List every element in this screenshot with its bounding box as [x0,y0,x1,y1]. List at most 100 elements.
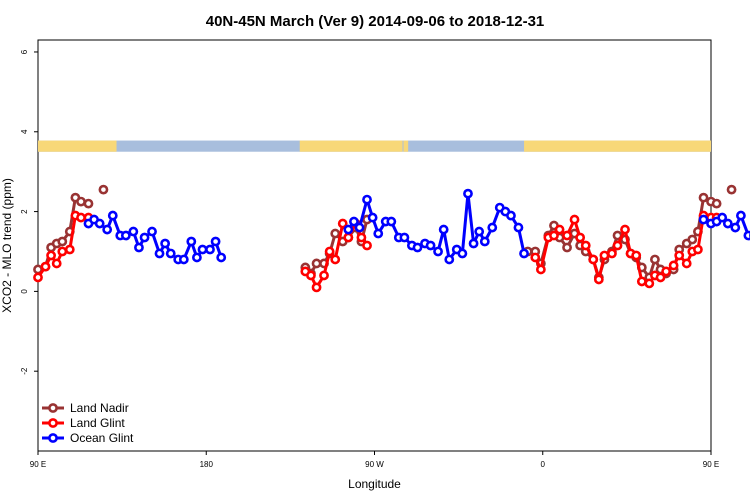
data-point [330,254,341,265]
data-point [83,198,94,209]
land-segment [38,140,117,152]
series-land-nadir [33,184,737,283]
data-point [311,258,322,269]
land-segment [299,140,403,152]
data-point [726,184,737,195]
data-point [562,242,572,253]
data-point [474,226,485,237]
data-point [51,258,62,269]
data-point [425,240,436,251]
data-point [216,252,227,263]
data-point [674,250,685,261]
data-point [165,248,176,259]
data-point [668,260,679,271]
data-point [412,242,423,253]
data-point [519,248,529,259]
data-point [593,274,604,285]
data-point [139,232,150,243]
data-point [722,218,733,229]
series-line [37,196,89,271]
data-point [457,248,468,259]
y-axis-label: XCO2 - MLO trend (ppm) [0,178,14,313]
data-point [64,244,75,255]
data-point [717,212,728,223]
y-tick-label: 6 [20,49,29,54]
data-point [343,224,354,235]
x-tick-label: 180 [200,460,214,469]
y-tick-label: 2 [20,209,29,214]
data-point [57,246,68,257]
legend-item: Ocean Glint [42,431,134,445]
data-point [107,210,118,221]
data-point [736,210,746,221]
land-segment [524,140,711,152]
data-point [186,236,197,247]
data-point [386,216,397,227]
data-point [362,194,372,205]
series-ocean-glint [83,188,750,265]
data-point [575,232,586,243]
legend-label: Land Glint [70,416,125,430]
data-point [479,236,490,247]
data-point [743,230,750,241]
legend-item: Land Glint [42,416,125,430]
data-point [33,272,43,283]
data-point [506,210,516,221]
data-point [134,242,144,253]
data-point [655,272,666,283]
data-point [562,230,572,241]
legend-marker [48,403,58,413]
data-point [631,250,642,261]
data-point [205,244,215,255]
legend-marker [48,418,58,428]
data-point [463,188,473,199]
data-point [650,254,660,265]
chart-title: 40N-45N March (Ver 9) 2014-09-06 to 2018… [206,13,545,30]
x-tick-label: 90 W [365,460,384,469]
data-point [730,222,741,233]
data-point [607,248,617,259]
data-point [588,254,599,265]
data-point [57,236,68,247]
data-point [661,266,672,277]
x-axis-label: Longitude [348,477,401,491]
data-point [399,232,410,243]
data-point [46,250,56,261]
data-point [687,234,698,245]
series-layer [33,184,750,293]
data-point [178,254,189,265]
data-point [362,240,372,251]
legend-item: Land Nadir [42,401,129,415]
data-point [147,226,157,237]
data-point [197,244,208,255]
data-point [330,228,341,239]
x-tick-label: 90 E [703,460,719,469]
y-tick-label: 4 [20,129,29,134]
data-point [433,246,443,257]
land-ocean-strip [38,140,711,152]
data-point [367,212,378,223]
data-point [554,224,565,235]
y-tick-label: 0 [20,289,29,294]
data-point [569,214,580,225]
data-point [319,270,329,281]
data-point [698,192,709,203]
x-tick-label: 0 [541,460,546,469]
data-point [76,196,86,207]
data-point [210,236,221,247]
y-tick-label: -2 [20,367,29,375]
x-axis: 90 E 180 90 W 0 90 E [30,451,719,469]
data-point [324,246,335,257]
data-point [160,238,171,249]
data-point [612,240,623,251]
data-point [530,252,541,263]
data-point [128,226,139,237]
data-point [644,278,655,289]
data-point [192,252,202,263]
data-point [711,198,722,209]
data-point [513,222,524,233]
legend-label: Ocean Glint [70,431,134,445]
data-point [580,240,591,251]
